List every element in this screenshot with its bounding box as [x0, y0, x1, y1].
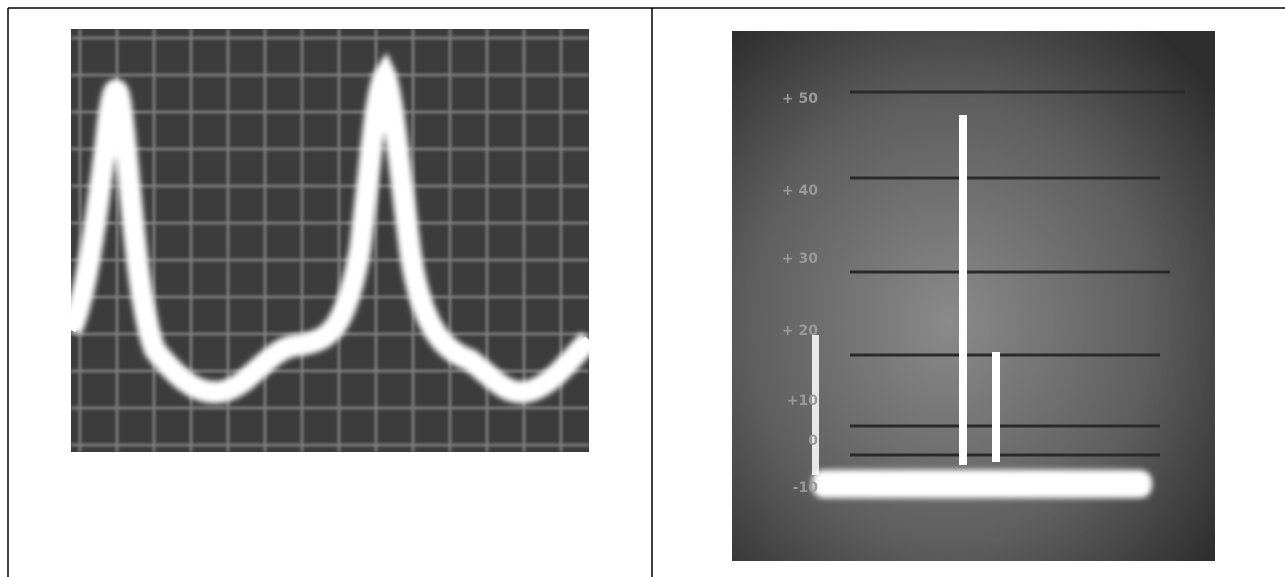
- scale-label: +10: [787, 393, 818, 409]
- spectrum-photo: + 50 + 40 + 30 + 20 +10 0 -10: [732, 31, 1215, 561]
- peak: [812, 335, 819, 475]
- waveform-core: [71, 64, 589, 398]
- baseline-core: [818, 476, 1146, 492]
- peak: [959, 115, 967, 465]
- scope-grid: [71, 29, 589, 452]
- scale-label: -10: [793, 480, 819, 496]
- scale-label: + 20: [782, 323, 818, 339]
- spectrum-peaks: [812, 115, 1152, 498]
- table-borders: [7, 7, 1285, 577]
- scale-label: + 50: [782, 91, 818, 107]
- scale-lines: [850, 90, 1185, 457]
- scale-labels: + 50 + 40 + 30 + 20 +10 0 -10: [782, 91, 818, 496]
- waveform-photo: [71, 29, 589, 452]
- scale-label: 0: [808, 433, 818, 449]
- scale-label: + 40: [782, 183, 818, 199]
- scale-label: + 30: [782, 251, 818, 267]
- peak: [992, 352, 1000, 462]
